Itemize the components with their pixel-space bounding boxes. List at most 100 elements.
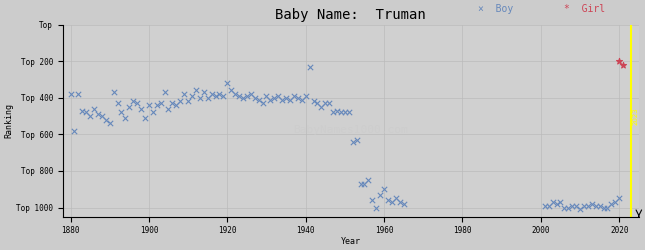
Point (167, 101, 177, 105)
Point (104, 122, 115, 126)
Point (606, 202, 617, 206)
Point (77, 108, 88, 112)
Point (257, 101, 268, 105)
Point (375, 193, 385, 197)
Point (567, 204, 577, 208)
Point (371, 206, 381, 210)
Text: BabyNames1000.com: BabyNames1000.com (293, 125, 408, 135)
Text: *  Girl: * Girl (564, 4, 605, 14)
Point (273, 94, 283, 98)
Point (85, 114, 95, 118)
Point (265, 98, 275, 102)
Point (614, 59, 624, 63)
Point (582, 204, 593, 208)
Point (101, 118, 111, 122)
Point (203, 96, 213, 100)
Point (297, 98, 307, 102)
Point (93, 112, 103, 116)
Point (348, 140, 358, 144)
Point (610, 200, 620, 204)
Point (171, 103, 181, 107)
Point (144, 103, 154, 107)
Point (191, 88, 201, 92)
Point (65, 92, 75, 96)
Point (277, 98, 287, 102)
Point (218, 94, 228, 98)
Text: ×  Boy: × Boy (477, 4, 513, 14)
Point (336, 110, 346, 114)
Point (355, 182, 366, 186)
Point (293, 96, 303, 100)
Point (234, 94, 244, 98)
Point (399, 202, 409, 206)
Point (379, 187, 389, 191)
Point (187, 94, 197, 98)
Point (183, 100, 194, 103)
Point (132, 101, 143, 105)
Point (595, 204, 605, 208)
Point (253, 98, 264, 102)
Point (367, 198, 377, 202)
Point (285, 98, 295, 102)
Point (304, 65, 315, 69)
Point (599, 206, 609, 210)
Point (540, 204, 550, 208)
Point (602, 206, 613, 210)
Point (116, 110, 126, 114)
Point (332, 108, 342, 112)
Point (359, 182, 370, 186)
Point (614, 196, 624, 200)
Point (575, 208, 585, 212)
Point (559, 206, 570, 210)
Point (571, 204, 581, 208)
Point (230, 92, 241, 96)
Point (395, 200, 405, 204)
Point (69, 129, 79, 133)
Point (544, 204, 554, 208)
Point (269, 96, 279, 100)
Point (152, 103, 162, 107)
Point (316, 105, 326, 109)
Point (312, 101, 322, 105)
Point (344, 110, 354, 114)
Point (199, 90, 209, 94)
Y-axis label: Ranking: Ranking (4, 103, 13, 138)
Point (618, 63, 628, 67)
Point (163, 107, 174, 111)
Point (97, 114, 107, 118)
Point (112, 101, 123, 105)
Point (140, 116, 150, 120)
Point (210, 94, 221, 98)
Point (324, 101, 334, 105)
Point (328, 110, 338, 114)
Point (124, 105, 134, 109)
X-axis label: Year: Year (341, 237, 361, 246)
Point (175, 100, 185, 103)
Point (128, 100, 139, 103)
Point (579, 204, 589, 208)
Point (261, 94, 272, 98)
Point (563, 206, 573, 210)
Point (246, 92, 256, 96)
Point (136, 107, 146, 111)
Point (206, 92, 217, 96)
Point (108, 90, 119, 94)
Point (340, 110, 350, 114)
Point (383, 198, 393, 202)
Point (320, 101, 330, 105)
Point (73, 92, 83, 96)
Point (242, 94, 252, 98)
Point (391, 196, 401, 200)
Point (281, 96, 292, 100)
Point (387, 200, 397, 204)
Point (250, 96, 260, 100)
Point (289, 94, 299, 98)
Point (81, 110, 92, 114)
Point (155, 101, 166, 105)
Point (226, 88, 236, 92)
Point (195, 96, 205, 100)
Title: Baby Name:  Truman: Baby Name: Truman (275, 8, 426, 22)
Point (238, 96, 248, 100)
Point (363, 178, 373, 182)
Point (148, 110, 158, 114)
